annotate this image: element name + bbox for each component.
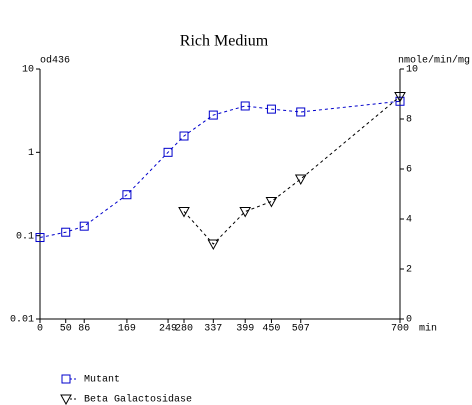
data-point (294, 174, 307, 186)
legend-label: Beta Galactosidase (84, 394, 192, 405)
legend-marker (60, 394, 72, 405)
y-tick-label: 0.01 (10, 315, 34, 326)
y2-tick-label: 6 (406, 165, 412, 176)
x-tick-label: 280 (175, 324, 193, 335)
y-tick-label: 0.1 (16, 231, 34, 242)
y2-tick-label: 8 (406, 115, 412, 126)
x-axis-label: min (419, 323, 437, 335)
data-point (61, 227, 71, 237)
data-point (163, 147, 173, 157)
data-point (296, 107, 306, 117)
y-axis-label: od436 (40, 55, 70, 67)
data-point (208, 110, 218, 120)
data-point (266, 104, 276, 114)
data-point (179, 131, 189, 141)
data-point (35, 233, 45, 243)
series-line (183, 96, 401, 245)
data-point (239, 207, 252, 218)
x-tick-label: 399 (236, 324, 254, 335)
data-point (240, 101, 250, 111)
data-point (394, 92, 406, 103)
x-tick-label: 0 (37, 324, 43, 335)
y-tick-label: 10 (22, 65, 34, 76)
y2-tick-label: 0 (406, 315, 412, 326)
x-tick-label: 169 (118, 324, 136, 335)
data-point (395, 96, 405, 106)
y2-tick-label: 4 (406, 215, 412, 226)
legend-label: Mutant (84, 375, 120, 386)
y2-tick-label: 2 (406, 265, 412, 276)
series-line (39, 100, 401, 239)
x-tick-label: 337 (204, 324, 222, 335)
x-tick-label: 249 (159, 324, 177, 335)
data-point (207, 239, 220, 251)
data-point (122, 190, 132, 200)
legend-marker (61, 374, 71, 384)
chart-title: Rich Medium (180, 33, 269, 50)
data-point (79, 221, 89, 231)
x-tick-label: 700 (391, 324, 409, 335)
data-point (178, 207, 190, 218)
y2-axis-label: nmole/min/mg (398, 55, 470, 67)
y-tick-label: 1 (28, 148, 34, 159)
x-tick-label: 86 (78, 324, 90, 335)
x-tick-label: 507 (292, 324, 310, 335)
data-point (265, 197, 278, 208)
y2-tick-label: 10 (406, 65, 418, 76)
x-tick-label: 50 (60, 324, 72, 335)
x-tick-label: 450 (262, 324, 280, 335)
